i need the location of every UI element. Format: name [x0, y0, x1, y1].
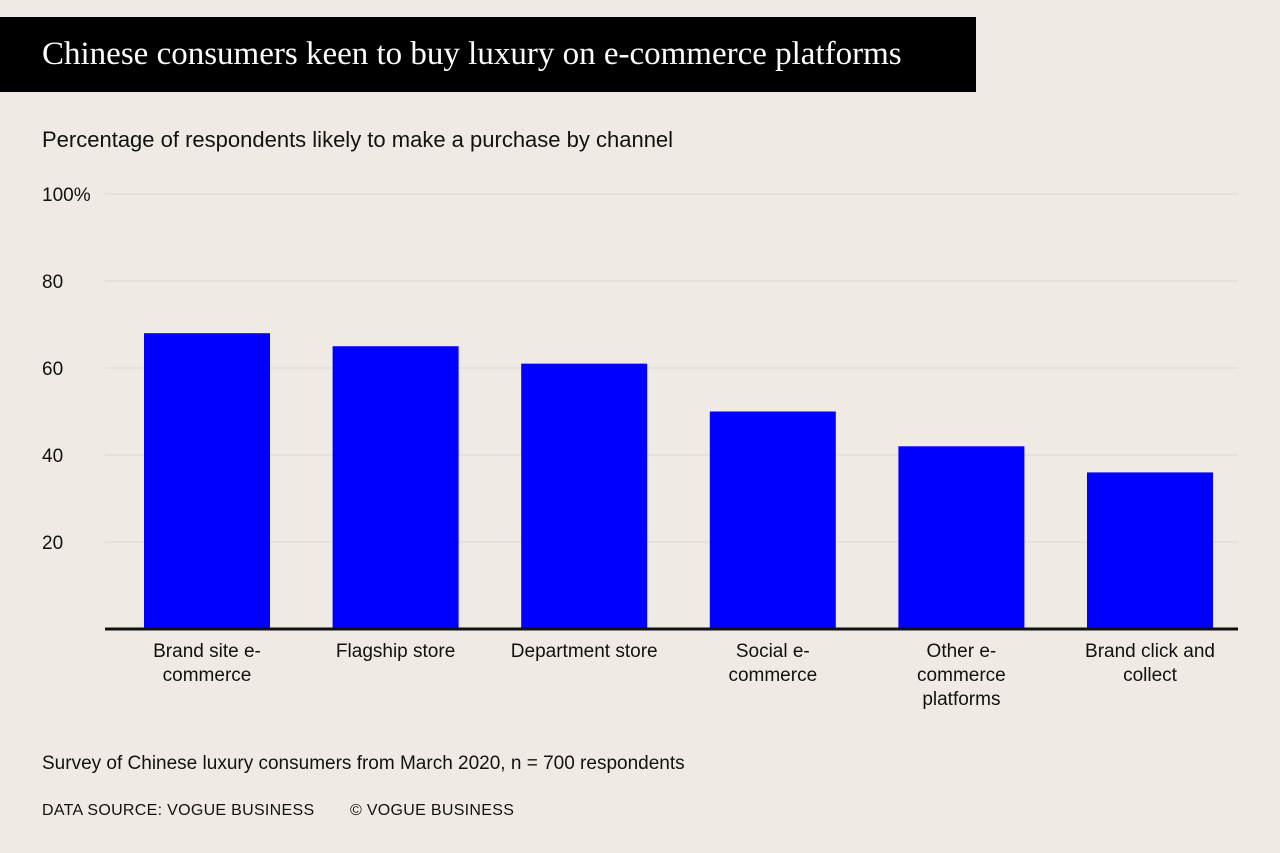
bar: [1087, 472, 1213, 629]
x-tick-label: Other e-: [927, 641, 997, 662]
x-tick-label: commerce: [163, 665, 252, 686]
x-tick-label: Social e-: [736, 641, 810, 662]
x-tick-label: platforms: [922, 689, 1000, 710]
bar: [521, 363, 648, 629]
y-tick-label: 100%: [42, 185, 91, 206]
x-tick-label: Brand site e-: [153, 641, 261, 662]
y-tick-label: 60: [42, 359, 63, 380]
y-tick-label: 20: [42, 533, 63, 554]
survey-note: Survey of Chinese luxury consumers from …: [42, 753, 685, 774]
y-tick-label: 80: [42, 272, 63, 293]
chart-subtitle: Percentage of respondents likely to make…: [42, 127, 674, 152]
bar: [144, 333, 270, 629]
chart-title: Chinese consumers keen to buy luxury on …: [42, 36, 902, 72]
x-tick-label: commerce: [728, 665, 817, 686]
x-tick-label: Flagship store: [336, 641, 455, 662]
x-tick-label: Brand click and: [1085, 641, 1215, 662]
data-source: DATA SOURCE: VOGUE BUSINESS: [42, 802, 315, 819]
x-tick-label: collect: [1123, 665, 1178, 686]
title-bar: Chinese consumers keen to buy luxury on …: [0, 17, 976, 92]
x-tick-label: Department store: [511, 641, 658, 662]
bar: [332, 346, 459, 629]
copyright: © VOGUE BUSINESS: [350, 802, 515, 819]
bar: [898, 446, 1025, 629]
y-tick-label: 40: [42, 446, 63, 467]
x-tick-label: commerce: [917, 665, 1006, 686]
bar: [709, 411, 836, 629]
